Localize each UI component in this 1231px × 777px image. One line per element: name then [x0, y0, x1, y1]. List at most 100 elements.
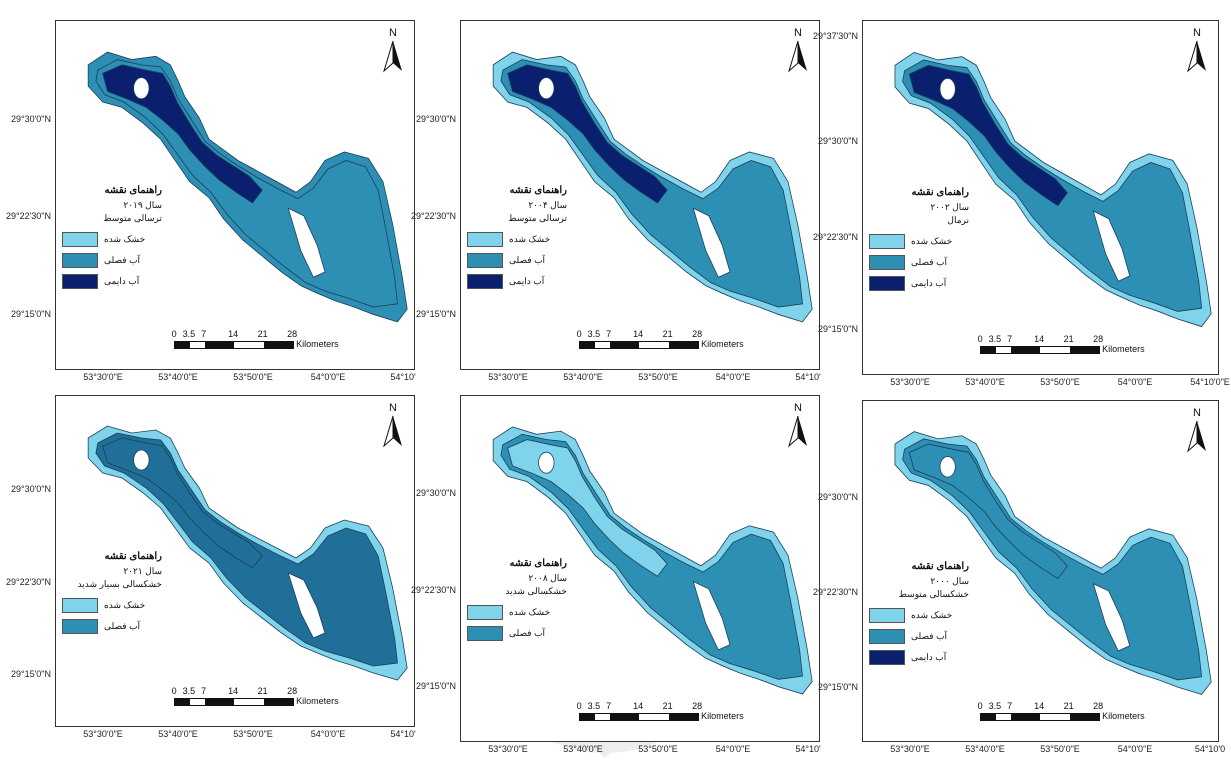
lake-core-area: [908, 64, 1068, 207]
scale-tick-label: 28: [287, 329, 298, 339]
legend-item-dry: خشک شده: [62, 598, 162, 614]
legend-swatch: [62, 598, 98, 614]
scale-tick-label: 28: [692, 701, 703, 711]
legend-swatch: [62, 273, 98, 289]
map-legend: راهنمای نقشه سال ۲۰۰۸ خشکسالی شدید خشک شده آ…: [467, 558, 567, 647]
legend-swatch: [467, 626, 503, 642]
longitude-label: 53°50'0"E: [638, 372, 678, 382]
scale-bar: 0 3.5 7 14 21 28 Kilometers: [978, 334, 1145, 360]
longitude-label: 54°10': [390, 729, 416, 739]
map-frame: N راهنمای نقشه سال ۲۰۲۱ خشکسالی بسیار شدید خ…: [55, 395, 415, 727]
legend-year: سال ۲۰۰۰: [930, 575, 969, 586]
north-arrow: N: [785, 402, 811, 452]
legend-swatch: [467, 605, 503, 621]
longitude-label: 54°0'0"E: [715, 372, 751, 382]
north-arrow: N: [380, 402, 406, 452]
latitude-label: 29°15'0"N: [817, 682, 858, 693]
north-arrow-icon: [788, 40, 807, 73]
latitude-label: 29°30'0"N: [415, 488, 456, 499]
legend-label: آب دایمی: [509, 275, 545, 286]
legend-item-seasonal: آب فصلی: [467, 252, 567, 268]
scale-tick-label: 3.5: [182, 686, 196, 696]
north-label: N: [389, 402, 397, 414]
scale-bar: 0 3.5 7 14 21 28 Kilometers: [171, 329, 339, 355]
legend-label: آب فصلی: [911, 630, 948, 641]
latitude-label: 29°15'0"N: [10, 308, 51, 319]
legend-title: راهنمای نقشه: [911, 560, 969, 572]
legend-item-dry: خشک شده: [869, 233, 969, 249]
legend-label: خشک شده: [509, 233, 551, 244]
legend-climate-class: خشکسالی شدید: [505, 586, 567, 597]
scale-tick-label: 14: [633, 329, 644, 339]
latitude-label: 29°30'0"N: [415, 113, 456, 124]
scale-unit: Kilometers: [1102, 711, 1145, 721]
legend-item-permanent: آب دایمی: [62, 273, 162, 289]
latitude-label: 29°30'0"N: [10, 113, 51, 124]
longitude-label: 54°10': [390, 372, 416, 382]
longitude-label: 53°40'0"E: [965, 377, 1005, 387]
scale-tick-label: 7: [606, 329, 612, 339]
longitude-label: 54°10'0: [1194, 744, 1226, 754]
longitude-label: 54°10': [795, 372, 821, 382]
peninsula: [287, 572, 326, 639]
scale-tick-label: 21: [662, 329, 673, 339]
longitude-label: 53°50'0"E: [638, 744, 678, 754]
legend-swatch: [869, 254, 905, 270]
legend-swatch: [467, 252, 503, 268]
longitude-label: 53°30'0"E: [488, 744, 528, 754]
lake-map-panel: N راهنمای نقشه سال ۲۰۰۰ خشکسالی متوسط خشک شد…: [812, 395, 1226, 777]
legend-item-seasonal: آب فصلی: [869, 254, 969, 270]
legend-swatch: [869, 233, 905, 249]
longitude-label: 53°30'0"E: [890, 377, 930, 387]
scale-tick-label: 21: [257, 329, 268, 339]
north-label: N: [1193, 27, 1201, 39]
legend-swatch: [467, 231, 503, 247]
scale-tick-label: 0: [171, 686, 177, 696]
north-arrow: N: [380, 27, 406, 77]
scale-tick-label: 7: [1007, 701, 1013, 711]
scale-bar: 0 3.5 7 14 21 28 Kilometers: [576, 701, 744, 727]
scale-tick-label: 0: [977, 701, 983, 711]
latitude-label: 29°15'0"N: [10, 668, 51, 679]
legend-item-dry: خشک شده: [62, 231, 162, 247]
longitude-label: 53°40'0"E: [563, 372, 603, 382]
latitude-label: 29°22'30"N: [5, 576, 51, 587]
scale-tick-label: 0: [576, 701, 582, 711]
north-arrow: N: [1184, 407, 1210, 457]
legend-label: خشک شده: [911, 235, 953, 246]
scale-tick-label: 0: [171, 329, 177, 339]
scale-unit: Kilometers: [296, 696, 339, 706]
island: [133, 77, 150, 100]
scale-tick-label: 21: [662, 701, 673, 711]
legend-climate-class: ترسالی متوسط: [103, 212, 162, 223]
map-legend: راهنمای نقشه سال ۲۰۰۲ نرمال خشک شده آب فصلی آ…: [869, 187, 969, 297]
north-arrow-icon: [1187, 40, 1206, 73]
scale-tick-label: 3.5: [587, 701, 601, 711]
legend-swatch: [869, 649, 905, 665]
north-arrow-icon: [1187, 420, 1206, 453]
longitude-label: 53°40'0"E: [158, 372, 198, 382]
latitude-label: 29°15'0"N: [415, 308, 456, 319]
latitude-label: 29°30'0"N: [10, 484, 51, 495]
longitude-label: 53°50'0"E: [233, 372, 273, 382]
latitude-label: 29°22'30"N: [812, 231, 858, 242]
scale-tick-label: 14: [1034, 334, 1045, 344]
longitude-label: 53°40'0"E: [965, 744, 1005, 754]
island: [538, 451, 555, 474]
longitude-label: 53°50'0"E: [1040, 744, 1080, 754]
scale-bar-segments: [980, 346, 1101, 354]
map-frame: N راهنمای نقشه سال ۲۰۰۸ خشکسالی شدید خشک شده…: [460, 395, 820, 742]
legend-swatch: [62, 619, 98, 635]
peninsula: [287, 207, 326, 278]
legend-label: آب فصلی: [911, 256, 948, 267]
legend-label: خشک شده: [911, 609, 953, 620]
scale-tick-label: 21: [257, 686, 268, 696]
lake-map-panel: N راهنمای نقشه سال ۲۰۲۱ خشکسالی بسیار شدید خ…: [0, 395, 416, 777]
legend-item-dry: خشک شده: [467, 605, 567, 621]
legend-item-permanent: آب دایمی: [467, 273, 567, 289]
longitude-label: 53°40'0"E: [158, 729, 198, 739]
scale-bar: 0 3.5 7 14 21 28 Kilometers: [577, 329, 744, 355]
island: [133, 449, 150, 471]
legend-title: راهنمای نقشه: [104, 184, 162, 196]
map-frame: N راهنمای نقشه سال ۲۰۱۹ ترسالی متوسط خشک شده…: [55, 20, 415, 370]
